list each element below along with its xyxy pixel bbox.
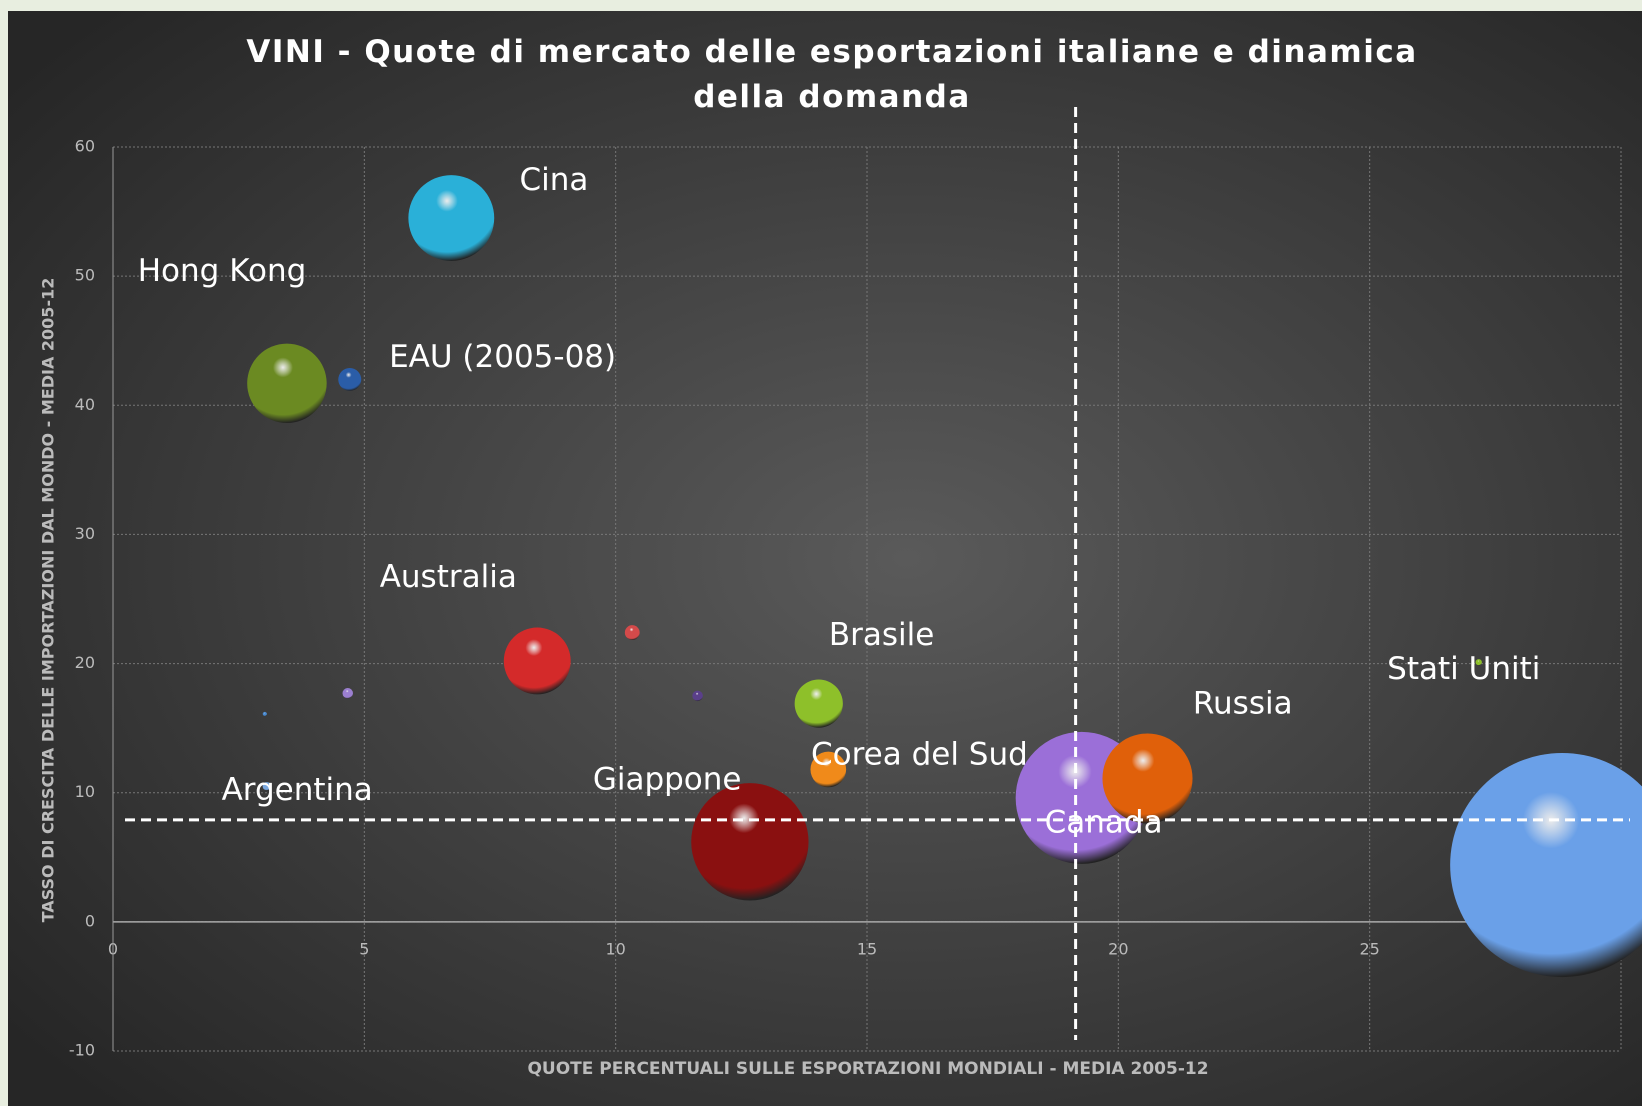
y-tick-label: 40 [75,395,95,414]
bubble [691,783,809,901]
data-label: Australia [380,559,517,595]
chart-title: VINI - Quote di mercato delle esportazio… [246,34,1418,115]
bubble [262,711,267,717]
bubble [247,343,327,424]
bubble [692,690,703,702]
y-axis-title: TASSO DI CRESCITA DELLE IMPORTAZIONI DAL… [39,278,58,923]
data-label: Brasile [829,617,934,653]
bubble [342,688,353,699]
x-tick-label: 15 [857,939,877,958]
bubble [794,679,843,728]
y-tick-label: 10 [75,782,95,801]
data-label: Corea del Sud [811,736,1028,772]
data-label: Canada [1045,805,1163,841]
y-tick-label: 20 [75,653,95,672]
bubble [1102,733,1193,824]
bubble [338,367,362,391]
data-label: Hong Kong [138,253,307,289]
x-tick-label: 20 [1108,939,1128,958]
x-tick-label: 25 [1359,939,1379,958]
bubble [503,627,571,695]
bubble [810,751,847,788]
data-label: Giappone [593,762,742,798]
x-axis-title: QUOTE PERCENTUALI SULLE ESPORTAZIONI MON… [527,1059,1208,1079]
bubble [262,782,272,791]
data-label: Russia [1193,686,1293,722]
bubble [1475,659,1482,666]
y-tick-label: -10 [69,1041,95,1060]
y-tick-label: 60 [75,137,95,156]
y-tick-label: 0 [85,911,95,930]
panel [8,11,1642,1106]
y-tick-label: 30 [75,524,95,543]
data-label: Argentina [222,772,373,808]
data-label: Cina [519,162,588,198]
x-tick-label: 10 [605,939,625,958]
data-label: Stati Uniti [1387,651,1540,687]
bubble [624,625,640,640]
bubble [408,175,495,261]
x-tick-label: 5 [359,939,369,958]
data-label: EAU (2005-08) [389,339,616,375]
bubble [1450,753,1642,978]
y-tick-label: 50 [75,266,95,285]
